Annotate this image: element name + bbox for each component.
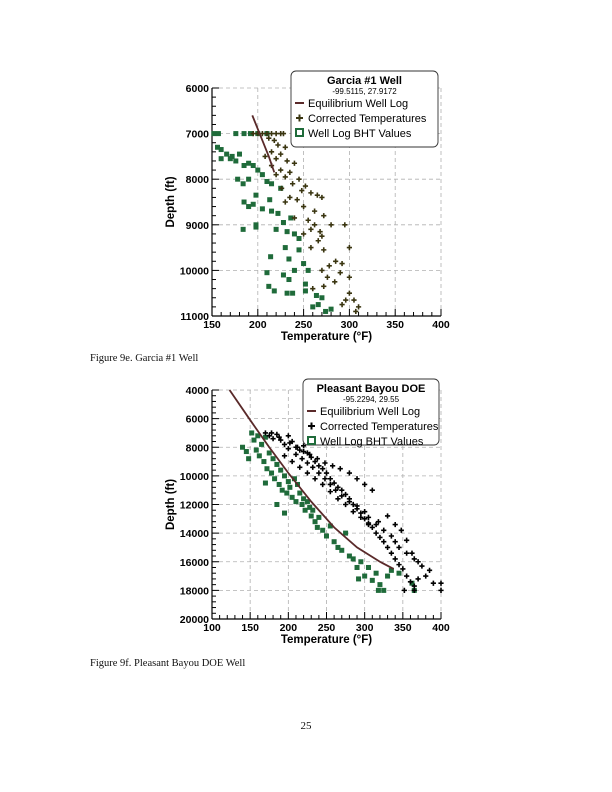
legend-entry: Corrected Temperatures: [308, 113, 427, 125]
y-tick-label: 11000: [180, 311, 209, 323]
y-tick-label: 4000: [186, 385, 210, 397]
legend-coordinates: -95.2294, 29.55: [343, 395, 400, 404]
pleasant-bayou-chart: 4000 6000 8000 10000 12000 14000 16000 18000 200…: [165, 378, 450, 646]
legend-entry: Corrected Temperatures: [320, 421, 439, 433]
x-tick-label: 400: [432, 622, 450, 634]
legend-entry: Equilibrium Well Log: [308, 98, 408, 110]
legend-title: Garcia #1 Well: [327, 75, 402, 87]
x-tick-label: 350: [386, 319, 404, 331]
legend-square-icon: [295, 128, 304, 137]
y-axis-label: Depth (ft): [165, 479, 177, 530]
y-tick-label: 9000: [186, 220, 210, 232]
x-tick-label: 150: [241, 622, 259, 634]
x-axis-label: Temperature (°F): [281, 331, 372, 343]
y-tick-label: 6000: [186, 83, 210, 95]
x-tick-label: 200: [280, 622, 298, 634]
y-tick-label: 12000: [180, 500, 209, 512]
y-tick-label: 10000: [180, 471, 209, 483]
x-tick-label: 100: [203, 622, 221, 634]
y-tick-label: 20000: [180, 614, 209, 626]
y-tick-label: 8000: [186, 442, 210, 454]
y-axis-label: Depth (ft): [165, 176, 177, 227]
x-tick-label: 150: [203, 319, 221, 331]
equilibrium-line: [251, 115, 276, 173]
x-tick-label: 300: [341, 319, 359, 331]
legend-square-icon: [307, 436, 316, 445]
x-tick-label: 200: [249, 319, 267, 331]
y-tick-label: 18000: [180, 585, 209, 597]
x-tick-label: 350: [394, 622, 412, 634]
legend-title: Pleasant Bayou DOE: [317, 383, 426, 395]
x-tick-label: 400: [432, 319, 450, 331]
y-tick-label: 7000: [186, 129, 210, 141]
legend-plus-icon: [296, 114, 303, 122]
legend-plus-icon: [308, 422, 315, 430]
corrected-points: [250, 131, 362, 315]
x-tick-label: 250: [318, 622, 336, 634]
legend-coordinates: -99.5115, 27.9172: [332, 87, 397, 96]
chart-legend: Garcia #1 Well-99.5115, 27.9172 Equilibri…: [290, 70, 439, 148]
chart-legend: Pleasant Bayou DOE-95.2294, 29.55 Equilib…: [302, 378, 440, 448]
legend-entry: Equilibrium Well Log: [320, 406, 420, 418]
y-tick-label: 14000: [180, 528, 209, 540]
corrected-points: [262, 430, 444, 593]
page-number: 25: [300, 720, 312, 732]
x-tick-label: 250: [295, 319, 313, 331]
x-axis-label: Temperature (°F): [281, 634, 372, 646]
y-tick-label: 8000: [186, 174, 210, 186]
equilibrium-line: [228, 389, 395, 570]
legend-entry: Well Log BHT Values: [320, 436, 424, 448]
x-tick-label: 300: [356, 622, 374, 634]
y-tick-label: 16000: [180, 557, 209, 569]
legend-entry: Well Log BHT Values: [308, 128, 412, 140]
y-tick-label: 10000: [180, 265, 209, 277]
bht-points: [240, 430, 417, 593]
figure-caption-9f: Figure 9f. Pleasant Bayou DOE Well: [90, 658, 246, 669]
figure-caption-9e: Figure 9e. Garcia #1 Well: [90, 353, 199, 364]
y-tick-label: 6000: [186, 414, 210, 426]
